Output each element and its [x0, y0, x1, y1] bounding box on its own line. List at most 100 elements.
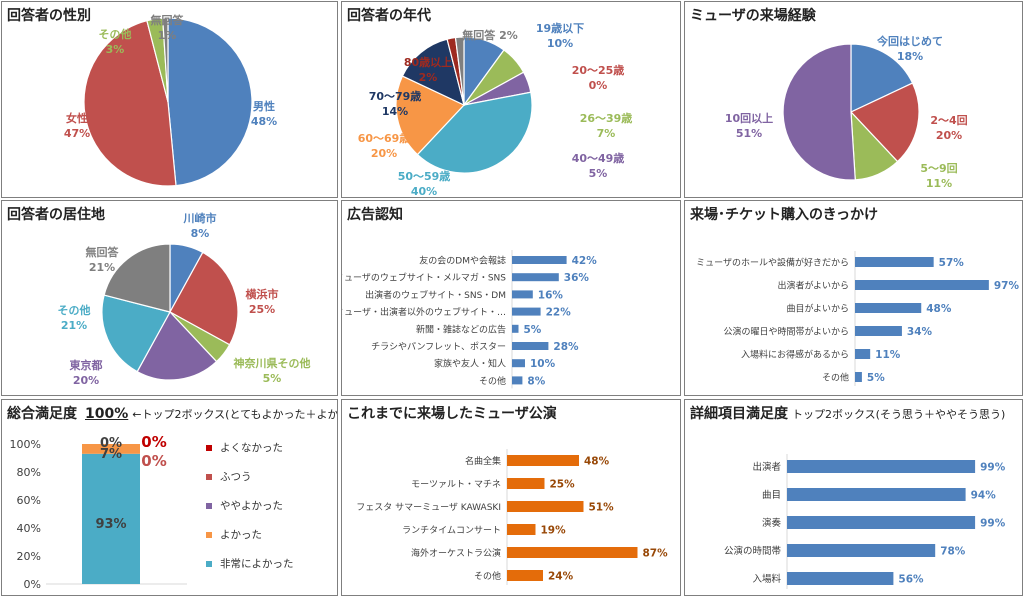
legend-swatch	[206, 561, 212, 567]
pie-slice-0	[850, 43, 914, 113]
stack-label-3: 0%	[141, 452, 166, 470]
pie-slice-5	[395, 75, 466, 156]
bar-category-label: 出演者がよいから	[777, 280, 849, 292]
bar-category-label: ミューザのウェブサイト・メルマガ・SNS	[341, 272, 506, 284]
legend-label: よかった	[220, 529, 262, 541]
bar-1	[855, 280, 989, 290]
motive-panel: 来場･チケット購入のきっかけ ミューザのホールや設備が好きだから 57% 出演者がよ…	[684, 200, 1023, 396]
bar-value-label: 22%	[546, 307, 572, 319]
motive-bar-chart: ミューザのホールや設備が好きだから 57% 出演者がよいから 97% 曲目がよいから 48…	[696, 251, 1020, 386]
bar-value-label: 5%	[867, 372, 885, 384]
legend-label: よくなかった	[220, 442, 283, 454]
bar-2	[512, 290, 533, 299]
pie-slice-0	[167, 17, 253, 187]
bar-category-label: フェスタ サマーミューザ KAWASKI	[356, 502, 501, 513]
y-tick-label: 60%	[17, 494, 41, 507]
bar-value-label: 99%	[980, 462, 1006, 474]
legend-item: よくなかった	[206, 440, 283, 455]
detail-title: 詳細項目満足度	[690, 406, 788, 422]
pie-label-1: 女性 47%	[64, 111, 90, 140]
bar-category-label: 友の会のDMや会報誌	[419, 255, 506, 267]
bar-3	[787, 544, 936, 557]
bar-category-label: ミューザ・出演者以外のウェブサイト・…	[341, 306, 506, 318]
bar-value-label: 94%	[971, 490, 997, 502]
stack-label-4: 0%	[141, 433, 166, 451]
bar-category-label: 曲目	[762, 490, 781, 501]
bar-value-label: 36%	[564, 272, 590, 284]
bar-category-label: 入場料にお得感があるから	[741, 349, 849, 361]
legend-swatch	[206, 503, 212, 509]
gender-pie-chart: 男性 48% 女性 47% その他 3% 無回答 1%	[64, 13, 277, 187]
bar-category-label: 演奏	[762, 517, 782, 529]
pie-label-5: 無回答 21%	[86, 245, 120, 274]
bar-value-label: 99%	[980, 518, 1006, 530]
bar-category-label: 出演者のウェブサイト・SNS・DM	[365, 289, 506, 301]
past-bar-chart: 名曲全集 48% モーツァルト・マチネ 25% フェスタ サマーミューザ KAWASKI…	[356, 449, 668, 585]
bar-category-label: 曲目がよいから	[786, 303, 849, 315]
bar-1	[512, 273, 559, 282]
ads-panel: 広告認知 友の会のDMや会報誌 42% ミューザのウェブサイト・メルマガ・SNS 36…	[341, 200, 681, 396]
bar-0	[507, 455, 579, 466]
pie-slice-4	[101, 294, 171, 373]
bar-1	[507, 478, 545, 489]
bar-value-label: 48%	[584, 456, 610, 468]
pie-slice-6	[401, 38, 465, 107]
pie-label-0: 男性 48%	[251, 99, 277, 128]
pie-slice-1	[169, 251, 239, 346]
pie-slice-4	[416, 91, 533, 174]
bar-category-label: その他	[822, 372, 849, 384]
y-tick-label: 80%	[17, 466, 41, 479]
bar-value-label: 28%	[553, 341, 579, 353]
bar-2	[507, 501, 584, 512]
bar-value-label: 11%	[875, 349, 901, 361]
bar-0	[855, 257, 934, 267]
bar-category-label: 家族や友人・知人	[434, 358, 506, 370]
bar-category-label: 新聞・雑誌などの広告	[416, 323, 506, 335]
y-tick-label: 20%	[17, 550, 41, 563]
legend-label: ややよかった	[220, 500, 283, 512]
stack-label-1: 7%	[100, 447, 122, 462]
bar-category-label: 名曲全集	[465, 455, 501, 467]
panel-title: 来場･チケット購入のきっかけ	[690, 207, 879, 223]
pie-slice-8	[454, 36, 465, 106]
bar-value-label: 97%	[994, 280, 1020, 292]
detail-panel: 詳細項目満足度 トップ2ボックス(そう思う＋ややそう思う) 出演者 99% 曲目 94%…	[684, 399, 1023, 596]
pie-slice-5	[103, 243, 171, 313]
pie-label-2: 神奈川県その他 5%	[234, 356, 311, 385]
bar-category-label: 出演者	[752, 461, 781, 473]
bar-category-label: 公演の曜日や時間帯がよいから	[723, 326, 849, 338]
panel-title: 回答者の居住地	[7, 207, 105, 223]
bar-5	[512, 342, 549, 350]
detail-subtitle: トップ2ボックス(そう思う＋ややそう思う)	[792, 408, 1006, 421]
age-panel: 回答者の年代 19歳以下 10% 20～25歳 0% 26～39歳 7% 40～49歳 5% 5…	[341, 1, 681, 198]
legend-swatch	[206, 532, 212, 538]
y-tick-label: 0%	[24, 578, 41, 591]
legend-item: ふつう	[206, 469, 252, 484]
bar-category-label: その他	[474, 570, 501, 582]
visits-panel: ミューザの来場経験 今回はじめて 18% 2～4回 20% 5～9回 11% 10回以上 51…	[684, 1, 1023, 198]
pie-slice-3	[162, 17, 169, 103]
bar-category-label: チラシやパンフレット、ポスター	[371, 342, 506, 353]
bar-value-label: 48%	[926, 303, 952, 315]
past-panel: これまでに来場したミューザ公演 名曲全集 48% モーツァルト・マチネ 25% フェスタ…	[341, 399, 681, 596]
bar-value-label: 57%	[939, 257, 965, 269]
pie-label-3: 10回以上 51%	[725, 111, 773, 140]
bar-category-label: その他	[479, 375, 506, 387]
bar-category-label: 入場料	[752, 573, 781, 585]
pie-label-4: その他 21%	[58, 303, 91, 332]
overall-title: 総合満足度	[7, 406, 77, 422]
bar-value-label: 78%	[940, 546, 966, 558]
bar-category-label: 海外オーケストラ公演	[411, 547, 501, 559]
visits-pie-chart: 今回はじめて 18% 2～4回 20% 5～9回 11% 10回以上 51%	[725, 34, 968, 190]
y-tick-label: 100%	[10, 438, 41, 451]
panel-title: これまでに来場したミューザ公演	[347, 406, 557, 422]
bar-category-label: ランチタイムコンサート	[402, 525, 501, 536]
pie-slice-1	[83, 19, 177, 187]
bar-value-label: 8%	[527, 375, 545, 387]
bar-3	[512, 307, 541, 316]
pie-label-3: 東京都 20%	[70, 358, 103, 387]
pie-slice-3	[136, 310, 218, 381]
stack-segment-0	[82, 453, 140, 584]
bar-2	[855, 303, 922, 313]
